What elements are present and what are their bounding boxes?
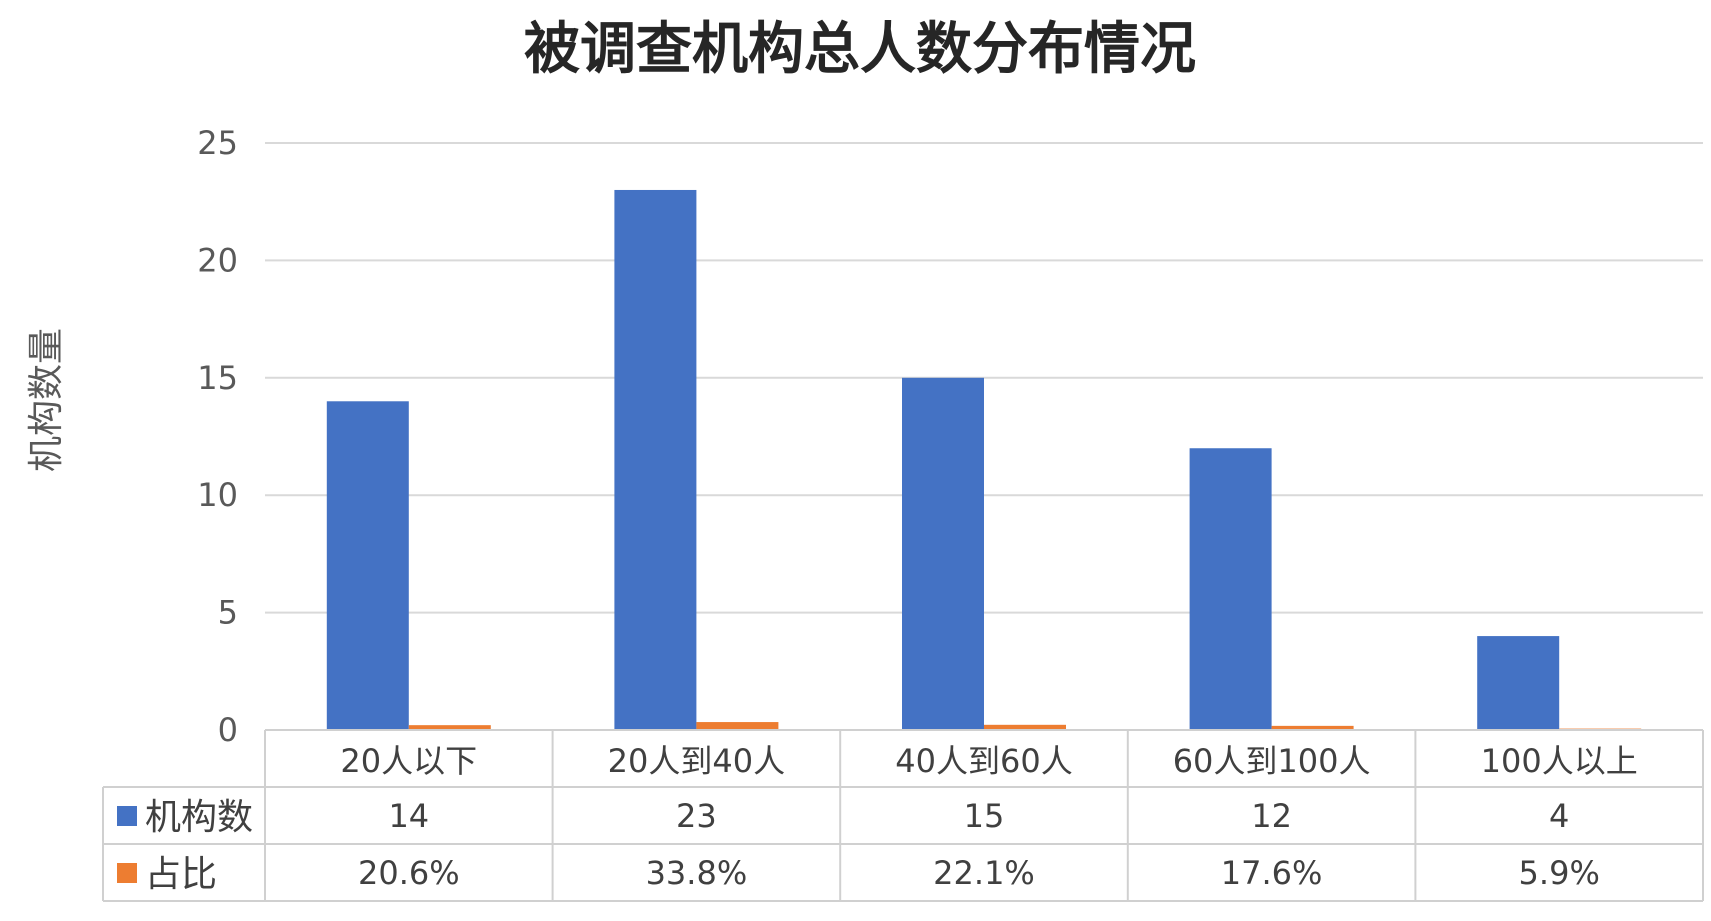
table-cell: 17.6% bbox=[1221, 854, 1323, 892]
legend-swatch bbox=[117, 863, 137, 883]
table-cell: 14 bbox=[388, 797, 429, 835]
legend-label: 机构数 bbox=[145, 797, 253, 838]
bar-count bbox=[1189, 448, 1272, 730]
bar-count bbox=[902, 377, 984, 730]
category-label: 60人到100人 bbox=[1173, 742, 1371, 780]
category-label: 20人到40人 bbox=[608, 742, 785, 780]
bar-count bbox=[1477, 636, 1560, 730]
bar-share bbox=[408, 725, 491, 730]
table-cell: 12 bbox=[1251, 797, 1292, 835]
chart-title: 被调查机构总人数分布情况 bbox=[524, 16, 1196, 82]
bars bbox=[326, 189, 1642, 730]
bar-count bbox=[326, 401, 409, 730]
legend-label: 占比 bbox=[145, 854, 217, 895]
bar-share bbox=[1271, 725, 1354, 730]
category-label: 20人以下 bbox=[340, 742, 477, 780]
category-label: 100人以上 bbox=[1481, 742, 1638, 780]
bar-count bbox=[614, 189, 697, 730]
table-cell: 22.1% bbox=[933, 854, 1035, 892]
y-axis-ticks: 0 5 10 15 20 25 bbox=[197, 124, 238, 749]
y-tick-label: 15 bbox=[197, 359, 238, 397]
y-tick-label: 20 bbox=[197, 241, 238, 279]
bar-share bbox=[696, 722, 779, 730]
table-cell: 23 bbox=[676, 797, 717, 835]
table-cell: 4 bbox=[1549, 797, 1569, 835]
bar-share bbox=[984, 724, 1066, 730]
legend-swatch bbox=[117, 806, 137, 826]
y-tick-label: 0 bbox=[218, 711, 238, 749]
category-label: 40人到60人 bbox=[895, 742, 1072, 780]
table-cell: 20.6% bbox=[358, 854, 460, 892]
y-tick-label: 10 bbox=[197, 476, 238, 514]
y-axis-label: 机构数量 bbox=[26, 328, 67, 472]
y-tick-label: 25 bbox=[197, 124, 238, 162]
y-tick-label: 5 bbox=[218, 594, 238, 632]
table-cell: 15 bbox=[964, 797, 1005, 835]
table-cell: 5.9% bbox=[1519, 854, 1600, 892]
table-cell: 33.8% bbox=[646, 854, 748, 892]
